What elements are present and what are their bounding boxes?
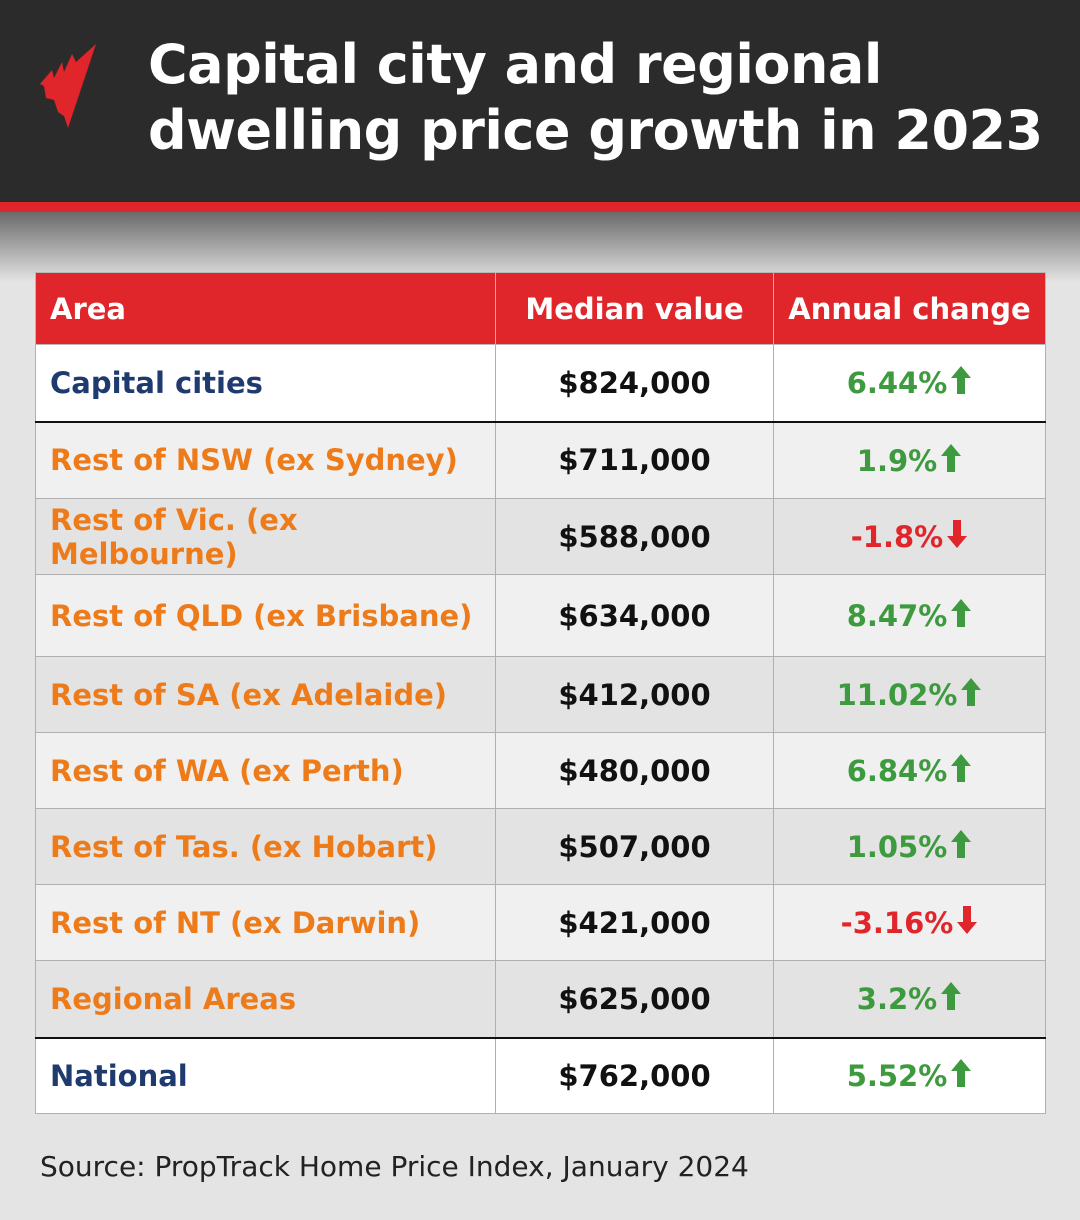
area-cell: Rest of NSW (ex Sydney) (35, 420, 496, 499)
area-cell: Capital cities (35, 344, 496, 422)
column-header-change: Annual change (773, 272, 1046, 345)
median-value-cell: $480,000 (495, 732, 774, 809)
page-title: Capital city and regional dwelling price… (148, 32, 1043, 164)
table-row: Rest of Tas. (ex Hobart) $507,000 1.05% (35, 808, 1046, 885)
arrow-up-icon (947, 599, 972, 633)
annual-change-cell: 3.2% (773, 960, 1046, 1038)
arrow-up-icon (947, 830, 972, 864)
arrow-up-icon (937, 443, 962, 478)
change-value: 1.9% (856, 443, 938, 478)
annual-change-cell: 1.9% (773, 420, 1046, 499)
area-cell: Rest of WA (ex Perth) (35, 732, 496, 809)
change-value: 11.02% (836, 678, 958, 712)
annual-change-cell: 11.02% (773, 656, 1046, 733)
change-value: 1.05% (846, 830, 948, 864)
table-row: Rest of NSW (ex Sydney) $711,000 1.9% (35, 420, 1046, 499)
change-value: 8.47% (846, 599, 948, 633)
annual-change-cell: -1.8% (773, 498, 1046, 575)
arrow-up-icon (947, 1059, 972, 1093)
area-cell: Rest of Tas. (ex Hobart) (35, 808, 496, 885)
accent-bar (0, 202, 1080, 212)
column-header-median: Median value (495, 272, 774, 345)
source-note: Source: PropTrack Home Price Index, Janu… (40, 1150, 749, 1183)
table-row: Capital cities $824,000 6.44% (35, 344, 1046, 422)
change-value: 3.2% (856, 982, 938, 1017)
annual-change-cell: 6.44% (773, 344, 1046, 422)
area-cell: Regional Areas (35, 960, 496, 1038)
median-value-cell: $421,000 (495, 884, 774, 961)
median-value-cell: $588,000 (495, 498, 774, 575)
arrow-down-icon (953, 906, 978, 940)
change-value: -3.16% (840, 906, 954, 940)
median-value-cell: $634,000 (495, 574, 774, 657)
median-value-cell: $625,000 (495, 960, 774, 1038)
arrow-up-icon (947, 754, 972, 788)
table-row: Rest of NT (ex Darwin) $421,000 -3.16% (35, 884, 1046, 961)
median-value-cell: $412,000 (495, 656, 774, 733)
median-value-cell: $711,000 (495, 420, 774, 499)
annual-change-cell: 6.84% (773, 732, 1046, 809)
column-header-area: Area (35, 272, 496, 345)
annual-change-cell: -3.16% (773, 884, 1046, 961)
area-cell: Rest of Vic. (ex Melbourne) (35, 498, 496, 575)
header-banner: Capital city and regional dwelling price… (0, 0, 1080, 202)
change-value: 6.44% (846, 366, 948, 401)
shadow-gradient (0, 212, 1080, 282)
title-line-1: Capital city and regional (148, 33, 882, 96)
price-growth-table: Area Median value Annual change Capital … (35, 272, 1046, 1114)
arrow-down-icon (943, 520, 968, 554)
area-cell: National (35, 1036, 496, 1114)
table-row: Regional Areas $625,000 3.2% (35, 960, 1046, 1038)
sbs-logo-icon (40, 44, 96, 128)
median-value-cell: $762,000 (495, 1036, 774, 1114)
table-row: National $762,000 5.52% (35, 1036, 1046, 1114)
arrow-up-icon (937, 982, 962, 1016)
annual-change-cell: 8.47% (773, 574, 1046, 657)
table-row: Rest of SA (ex Adelaide) $412,000 11.02% (35, 656, 1046, 733)
annual-change-cell: 1.05% (773, 808, 1046, 885)
area-cell: Rest of QLD (ex Brisbane) (35, 574, 496, 657)
median-value-cell: $824,000 (495, 344, 774, 422)
title-line-2: dwelling price growth in 2023 (148, 99, 1043, 162)
arrow-up-icon (957, 678, 982, 712)
annual-change-cell: 5.52% (773, 1036, 1046, 1114)
table-row: Rest of WA (ex Perth) $480,000 6.84% (35, 732, 1046, 809)
table-row: Rest of Vic. (ex Melbourne) $588,000 -1.8% (35, 498, 1046, 575)
arrow-up-icon (947, 366, 972, 400)
median-value-cell: $507,000 (495, 808, 774, 885)
table-header-row: Area Median value Annual change (35, 272, 1046, 345)
change-value: 5.52% (846, 1059, 948, 1094)
table-row: Rest of QLD (ex Brisbane) $634,000 8.47% (35, 574, 1046, 657)
change-value: -1.8% (850, 520, 944, 554)
area-cell: Rest of SA (ex Adelaide) (35, 656, 496, 733)
area-cell: Rest of NT (ex Darwin) (35, 884, 496, 961)
change-value: 6.84% (846, 754, 948, 788)
